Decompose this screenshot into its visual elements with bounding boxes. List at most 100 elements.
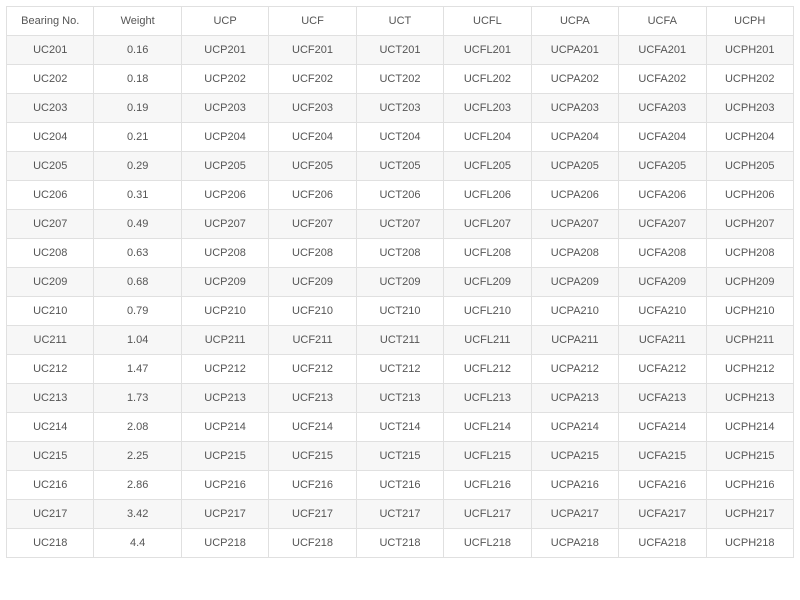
table-cell: UCPA209	[531, 268, 618, 297]
table-cell: UCFL210	[444, 297, 531, 326]
table-cell: UCP201	[181, 36, 268, 65]
col-uct: UCT	[356, 7, 443, 36]
table-cell: UCT218	[356, 529, 443, 558]
table-cell: UCF216	[269, 471, 356, 500]
table-cell: UCFA205	[619, 152, 706, 181]
col-ucfl: UCFL	[444, 7, 531, 36]
table-row: UC2162.86UCP216UCF216UCT216UCFL216UCPA21…	[7, 471, 794, 500]
table-cell: UCFL209	[444, 268, 531, 297]
table-cell: UCFA202	[619, 65, 706, 94]
table-cell: UCFA218	[619, 529, 706, 558]
table-cell: UCPH216	[706, 471, 794, 500]
table-cell: UCFA210	[619, 297, 706, 326]
table-cell: UC202	[7, 65, 94, 94]
table-cell: UCT201	[356, 36, 443, 65]
table-cell: UCPA214	[531, 413, 618, 442]
table-cell: UCF204	[269, 123, 356, 152]
table-cell: UC217	[7, 500, 94, 529]
table-cell: UC207	[7, 210, 94, 239]
table-cell: UCT217	[356, 500, 443, 529]
table-cell: 0.16	[94, 36, 181, 65]
table-cell: UCF201	[269, 36, 356, 65]
table-cell: UCP217	[181, 500, 268, 529]
table-row: UC2050.29UCP205UCF205UCT205UCFL205UCPA20…	[7, 152, 794, 181]
table-cell: UC201	[7, 36, 94, 65]
table-cell: UCPA212	[531, 355, 618, 384]
table-cell: UCFL204	[444, 123, 531, 152]
table-cell: UCFL216	[444, 471, 531, 500]
table-row: UC2100.79UCP210UCF210UCT210UCFL210UCPA21…	[7, 297, 794, 326]
table-cell: UCT206	[356, 181, 443, 210]
table-row: UC2080.63UCP208UCF208UCT208UCFL208UCPA20…	[7, 239, 794, 268]
table-cell: UCPH214	[706, 413, 794, 442]
table-cell: UCPA210	[531, 297, 618, 326]
table-cell: 0.21	[94, 123, 181, 152]
table-cell: UCF207	[269, 210, 356, 239]
table-row: UC2020.18UCP202UCF202UCT202UCFL202UCPA20…	[7, 65, 794, 94]
table-cell: UCP215	[181, 442, 268, 471]
table-cell: UCFL218	[444, 529, 531, 558]
bearing-table: Bearing No. Weight UCP UCF UCT UCFL UCPA…	[6, 6, 794, 558]
table-cell: UCFL206	[444, 181, 531, 210]
table-cell: UCP203	[181, 94, 268, 123]
table-cell: UCPA207	[531, 210, 618, 239]
table-cell: 2.25	[94, 442, 181, 471]
table-cell: UC215	[7, 442, 94, 471]
table-cell: 0.49	[94, 210, 181, 239]
table-row: UC2131.73UCP213UCF213UCT213UCFL213UCPA21…	[7, 384, 794, 413]
table-row: UC2010.16UCP201UCF201UCT201UCFL201UCPA20…	[7, 36, 794, 65]
table-row: UC2030.19UCP203UCF203UCT203UCFL203UCPA20…	[7, 94, 794, 123]
table-cell: UCF209	[269, 268, 356, 297]
table-cell: UCT212	[356, 355, 443, 384]
table-cell: 0.31	[94, 181, 181, 210]
table-cell: UCF205	[269, 152, 356, 181]
table-cell: UCFA206	[619, 181, 706, 210]
table-cell: UCP207	[181, 210, 268, 239]
table-cell: UC209	[7, 268, 94, 297]
table-cell: UCFL201	[444, 36, 531, 65]
table-cell: UC214	[7, 413, 94, 442]
table-cell: UCP218	[181, 529, 268, 558]
table-cell: UCFL208	[444, 239, 531, 268]
table-cell: UCT215	[356, 442, 443, 471]
table-cell: 1.47	[94, 355, 181, 384]
table-cell: UCT216	[356, 471, 443, 500]
table-cell: UCFL214	[444, 413, 531, 442]
table-cell: UCFA215	[619, 442, 706, 471]
table-cell: UCT204	[356, 123, 443, 152]
table-cell: UCFA212	[619, 355, 706, 384]
table-body: UC2010.16UCP201UCF201UCT201UCFL201UCPA20…	[7, 36, 794, 558]
table-cell: 1.73	[94, 384, 181, 413]
table-cell: 0.29	[94, 152, 181, 181]
table-cell: UCP206	[181, 181, 268, 210]
table-cell: UCPH208	[706, 239, 794, 268]
table-cell: UCT202	[356, 65, 443, 94]
table-cell: UCFA208	[619, 239, 706, 268]
table-cell: UCPA206	[531, 181, 618, 210]
table-row: UC2040.21UCP204UCF204UCT204UCFL204UCPA20…	[7, 123, 794, 152]
table-cell: UCFA217	[619, 500, 706, 529]
table-cell: UCP216	[181, 471, 268, 500]
table-cell: 0.18	[94, 65, 181, 94]
table-cell: UCPA217	[531, 500, 618, 529]
table-cell: UCPH212	[706, 355, 794, 384]
table-cell: 1.04	[94, 326, 181, 355]
table-cell: UCFL217	[444, 500, 531, 529]
table-header: Bearing No. Weight UCP UCF UCT UCFL UCPA…	[7, 7, 794, 36]
table-cell: UCF217	[269, 500, 356, 529]
table-cell: 2.08	[94, 413, 181, 442]
table-cell: UCFL202	[444, 65, 531, 94]
table-cell: 4.4	[94, 529, 181, 558]
table-cell: UCF208	[269, 239, 356, 268]
table-cell: UC213	[7, 384, 94, 413]
table-cell: UCPH201	[706, 36, 794, 65]
table-cell: UCP205	[181, 152, 268, 181]
table-cell: UCFA204	[619, 123, 706, 152]
col-ucfa: UCFA	[619, 7, 706, 36]
col-ucf: UCF	[269, 7, 356, 36]
table-cell: UCPA201	[531, 36, 618, 65]
table-row: UC2173.42UCP217UCF217UCT217UCFL217UCPA21…	[7, 500, 794, 529]
table-cell: UCP214	[181, 413, 268, 442]
table-cell: UCPH203	[706, 94, 794, 123]
table-cell: UCPH213	[706, 384, 794, 413]
